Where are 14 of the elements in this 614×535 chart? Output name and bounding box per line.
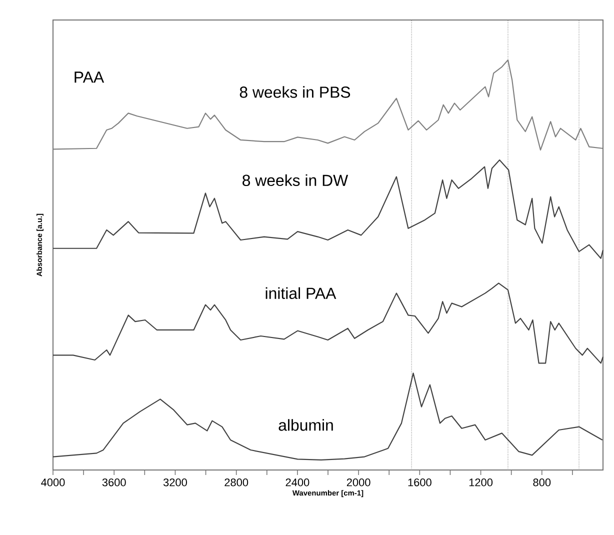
annotation: PAA xyxy=(74,72,104,83)
x-tick-label: 3600 xyxy=(102,478,126,486)
x-tick-label: 1600 xyxy=(408,478,432,486)
x-tick-label: 3200 xyxy=(163,478,187,486)
series-label: 8 weeks in PBS xyxy=(240,86,350,98)
series-label: albumin xyxy=(278,419,333,431)
x-tick-label: 2400 xyxy=(286,478,310,486)
x-tick-label: 1200 xyxy=(469,478,493,486)
x-tick-label: 2000 xyxy=(346,478,370,486)
x-tick-label: 4000 xyxy=(41,478,65,486)
x-tick-label: 800 xyxy=(533,478,551,486)
series-label: initial PAA xyxy=(266,287,336,299)
x-tick-label: 2800 xyxy=(224,478,248,486)
series-label: 8 weeks in DW xyxy=(242,174,348,186)
